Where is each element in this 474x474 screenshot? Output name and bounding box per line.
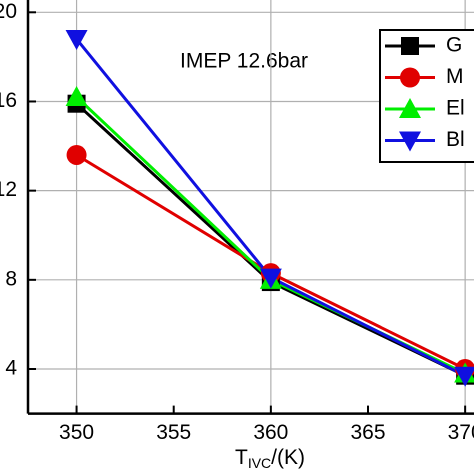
legend-marker xyxy=(399,98,421,118)
y-tick-label: 8 xyxy=(5,267,17,290)
x-tick-label: 360 xyxy=(253,421,288,444)
x-tick-label: 350 xyxy=(59,421,94,444)
legend-label: M xyxy=(446,65,464,88)
x-tick-label: 355 xyxy=(156,421,191,444)
x-tick-label: 370 xyxy=(448,421,474,444)
legend-marker xyxy=(399,131,421,152)
x-label-sub: IVC xyxy=(248,455,271,471)
data-point xyxy=(65,86,88,107)
legend-label: El xyxy=(446,97,465,120)
legend-marker xyxy=(400,67,420,88)
x-label-main: T xyxy=(235,446,248,469)
annotation: IMEP 12.6bar xyxy=(180,50,308,73)
legend-label: G xyxy=(446,34,462,57)
legend-label: Bl xyxy=(446,128,465,151)
data-point xyxy=(66,144,87,165)
x-label-tail: /(K) xyxy=(271,446,305,469)
x-axis-label: TIVC/(K) xyxy=(235,446,305,471)
legend-marker xyxy=(401,37,419,55)
y-tick-label: 16 xyxy=(0,89,17,112)
y-tick-label: 20 xyxy=(0,0,17,23)
y-tick-label: 12 xyxy=(0,178,17,201)
y-tick-label: 4 xyxy=(5,357,17,380)
x-tick-label: 365 xyxy=(350,421,385,444)
data-point xyxy=(65,30,88,51)
data-point xyxy=(259,268,282,289)
data-point xyxy=(454,366,474,387)
